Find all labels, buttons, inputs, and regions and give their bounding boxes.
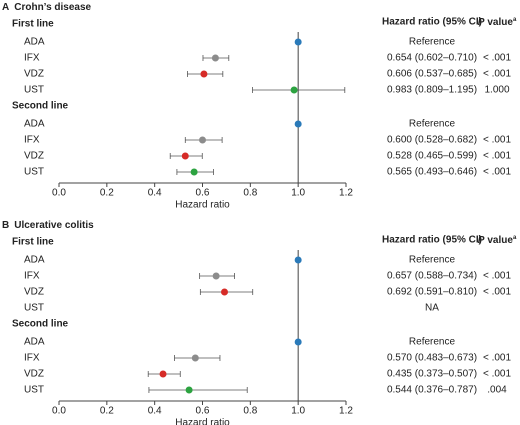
hazard-ratio-point (294, 38, 302, 46)
panel-letter: B (2, 220, 9, 231)
x-tick-label: 0.8 (243, 188, 257, 199)
hazard-ratio-point (221, 288, 229, 296)
hazard-ratio-point (294, 120, 302, 128)
x-tick-label: 0.6 (196, 188, 210, 199)
group-label: Second line (12, 319, 69, 330)
hr-value-label: Reference (409, 37, 456, 48)
row-label: UST (24, 303, 44, 314)
panel-name: Crohn’s disease (14, 2, 91, 13)
hr-header: Hazard ratio (95% CI) (382, 235, 482, 246)
row-label: VDZ (24, 369, 44, 380)
p-value: < .001 (483, 151, 512, 162)
p-value: .004 (487, 385, 507, 396)
row-label: IFX (24, 135, 40, 146)
p-header-italic: P (478, 17, 485, 28)
p-value: < .001 (483, 369, 512, 380)
hazard-ratio-point (211, 54, 219, 62)
ci-whisker (252, 87, 346, 93)
p-value: < .001 (483, 167, 512, 178)
row-label: VDZ (24, 151, 44, 162)
group-label: First line (12, 19, 54, 30)
p-header-text: value (487, 17, 513, 28)
x-tick-label: 1.0 (291, 406, 305, 417)
p-value: < .001 (483, 69, 512, 80)
hr-value-label: 0.565 (0.493–0.646) (387, 167, 477, 178)
hr-header: Hazard ratio (95% CI) (382, 17, 482, 28)
hr-value-label: NA (425, 303, 439, 314)
row-label: IFX (24, 53, 40, 64)
panel-title: B Ulcerative colitis (2, 220, 94, 231)
row-label: UST (24, 385, 44, 396)
hazard-ratio-point (212, 272, 220, 280)
hr-value-label: 0.983 (0.809–1.195) (387, 85, 477, 96)
hr-value-label: 0.435 (0.373–0.507) (387, 369, 477, 380)
panel-letter: A (2, 2, 9, 13)
hazard-ratio-point (159, 370, 167, 378)
hr-value-label: Reference (409, 119, 456, 130)
hr-value-label: Reference (409, 255, 456, 266)
hr-value-label: Reference (409, 337, 456, 348)
hr-value-label: 0.654 (0.602–0.710) (387, 53, 477, 64)
hazard-ratio-point (200, 70, 208, 78)
x-tick-label: 1.2 (339, 188, 353, 199)
panel-name: Ulcerative colitis (14, 220, 94, 231)
hazard-ratio-point (191, 354, 199, 362)
hr-value-label: 0.692 (0.591–0.810) (387, 287, 477, 298)
x-tick-label: 0.2 (100, 188, 114, 199)
row-label: VDZ (24, 69, 44, 80)
panel-title: A Crohn’s disease (2, 2, 92, 13)
group-label: Second line (12, 101, 69, 112)
hazard-ratio-point (290, 86, 298, 94)
p-value: 1.000 (484, 85, 509, 96)
x-tick-label: 1.0 (291, 188, 305, 199)
hr-value-label: 0.657 (0.588–0.734) (387, 271, 477, 282)
row-label: ADA (24, 337, 45, 348)
p-header-note: a (513, 17, 517, 23)
x-tick-label: 0.2 (100, 406, 114, 417)
hazard-ratio-point (190, 168, 198, 176)
hazard-ratio-point (294, 338, 302, 346)
hr-value-label: 0.528 (0.465–0.599) (387, 151, 477, 162)
row-label: ADA (24, 37, 45, 48)
p-header-note: a (513, 235, 517, 241)
row-label: IFX (24, 353, 40, 364)
hr-value-label: 0.600 (0.528–0.682) (387, 135, 477, 146)
hr-value-label: 0.606 (0.537–0.685) (387, 69, 477, 80)
p-value: < .001 (483, 353, 512, 364)
x-axis-label: Hazard ratio (175, 200, 230, 211)
row-label: UST (24, 167, 44, 178)
p-header-text: value (487, 235, 513, 246)
row-label: VDZ (24, 287, 44, 298)
hazard-ratio-point (294, 256, 302, 264)
p-value: < .001 (483, 287, 512, 298)
p-value: < .001 (483, 53, 512, 64)
x-tick-label: 0.6 (196, 406, 210, 417)
hr-value-label: 0.570 (0.483–0.673) (387, 353, 477, 364)
x-tick-label: 1.2 (339, 406, 353, 417)
x-tick-label: 0.4 (148, 406, 162, 417)
p-value: < .001 (483, 271, 512, 282)
p-header-italic: P (478, 235, 485, 246)
hazard-ratio-point (181, 152, 189, 160)
x-axis-label: Hazard ratio (175, 418, 230, 425)
row-label: ADA (24, 255, 45, 266)
hazard-ratio-point (185, 386, 193, 394)
x-tick-label: 0.0 (52, 406, 66, 417)
row-label: ADA (24, 119, 45, 130)
hr-value-label: 0.544 (0.376–0.787) (387, 385, 477, 396)
x-tick-label: 0.0 (52, 188, 66, 199)
row-label: UST (24, 85, 44, 96)
group-label: First line (12, 237, 54, 248)
hazard-ratio-point (199, 136, 206, 144)
x-tick-label: 0.4 (148, 188, 162, 199)
x-tick-label: 0.8 (243, 406, 257, 417)
ci-whisker (148, 387, 248, 393)
row-label: IFX (24, 271, 40, 282)
p-value: < .001 (483, 135, 512, 146)
